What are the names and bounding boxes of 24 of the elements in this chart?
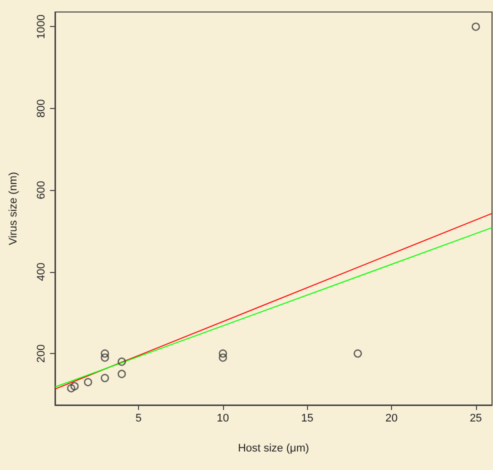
x-tick-label: 25 <box>470 412 482 424</box>
y-tick-label: 400 <box>36 262 48 281</box>
x-axis-title: Host size (μm) <box>238 442 310 454</box>
point <box>100 349 110 358</box>
y-tick-label: 200 <box>36 344 48 363</box>
y-tick-label: 800 <box>36 99 48 118</box>
x-tick-label: 15 <box>301 412 314 424</box>
point <box>472 22 480 31</box>
point <box>100 354 110 362</box>
y-tick-label: 1000 <box>36 14 48 39</box>
point <box>118 358 126 366</box>
y-tick-label: 600 <box>36 180 48 200</box>
point <box>84 378 92 386</box>
x-tick-label: 20 <box>385 412 398 424</box>
point <box>100 374 110 382</box>
x-tick-label: 5 <box>136 412 142 424</box>
point <box>118 370 126 378</box>
point <box>218 354 228 362</box>
point <box>67 384 76 392</box>
y-axis-title: Virus size (nm) <box>8 172 20 246</box>
point <box>70 382 79 390</box>
point <box>218 349 228 358</box>
point <box>354 349 362 358</box>
x-tick-label: 10 <box>216 412 230 424</box>
